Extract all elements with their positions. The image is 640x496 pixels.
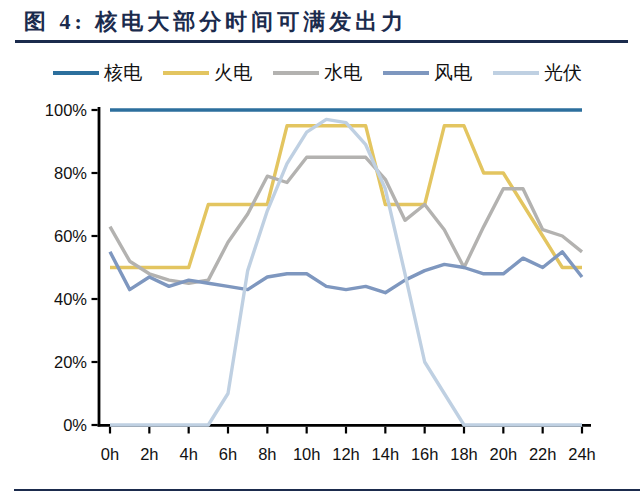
x-tick-label: 4h xyxy=(179,445,197,463)
x-tick-label: 20h xyxy=(490,445,518,463)
y-tick-label: 0% xyxy=(63,416,87,434)
y-tick-label: 100% xyxy=(45,101,88,119)
x-tick-label: 2h xyxy=(140,445,158,463)
line-chart: 0% 20% 40% 60% 80% 100% 0h 2h 4h 6h 8h 10h 12h 14h 16h… xyxy=(0,0,640,496)
series-line-solar xyxy=(110,119,582,425)
series-line-thermal xyxy=(110,126,582,268)
x-tick-label: 8h xyxy=(258,445,276,463)
figure: 图 4: 核电大部分时间可满发出力 核电火电水电风电光伏 0%20%40%60%… xyxy=(0,0,640,496)
y-tick-label: 20% xyxy=(54,353,87,371)
y-tick-label: 60% xyxy=(54,227,87,245)
x-tick-label: 12h xyxy=(332,445,360,463)
series-line-wind xyxy=(110,252,582,293)
x-tick-label: 18h xyxy=(450,445,478,463)
x-tick-label: 14h xyxy=(372,445,400,463)
bottom-divider xyxy=(14,489,640,491)
x-tick-label: 16h xyxy=(411,445,439,463)
y-tick-label: 40% xyxy=(54,290,87,308)
x-tick-label: 6h xyxy=(219,445,237,463)
series-line-hydro xyxy=(110,157,582,283)
x-tick-label: 0h xyxy=(101,445,119,463)
x-tick-label: 24h xyxy=(568,445,596,463)
x-tick-label: 10h xyxy=(293,445,321,463)
x-tick-label: 22h xyxy=(529,445,557,463)
y-tick-label: 80% xyxy=(54,164,87,182)
